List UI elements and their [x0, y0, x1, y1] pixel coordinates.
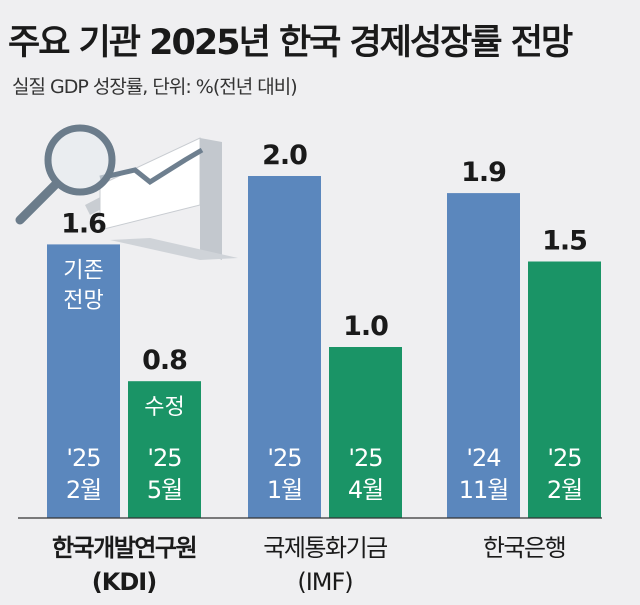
bar-date-month: 2월 — [66, 476, 101, 504]
bar-note: 수정 — [144, 395, 184, 420]
value-label: 1.5 — [542, 226, 587, 257]
magnifier-chart-illustration — [15, 124, 238, 260]
bar-date-year: '25 — [66, 444, 100, 472]
value-label: 0.8 — [142, 345, 187, 376]
bar-date-year: '25 — [267, 444, 301, 472]
bar-date-month: 1월 — [267, 476, 302, 504]
bar-original — [447, 193, 520, 518]
bar-note: 기존 — [63, 258, 103, 283]
group-label: 국제통화기금 — [263, 534, 387, 562]
bar-original — [248, 176, 321, 518]
group-label: 한국은행 — [483, 534, 565, 562]
bar-date-month: 11월 — [459, 476, 509, 504]
bar-date-year: '25 — [547, 444, 581, 472]
bar-date-year: '25 — [348, 444, 382, 472]
bar-date-month: 5월 — [147, 476, 182, 504]
value-label: 1.9 — [461, 157, 506, 188]
bar-revised — [329, 347, 402, 518]
chart-title: 주요 기관 2025년 한국 경제성장률 전망 — [8, 23, 573, 63]
bar-date-month: 2월 — [547, 476, 582, 504]
value-label: 1.0 — [343, 311, 388, 342]
group-label: 한국개발연구원 — [52, 534, 196, 562]
bar-note: 전망 — [63, 288, 103, 313]
value-label: 2.0 — [262, 140, 307, 171]
bar-date-month: 4월 — [348, 476, 383, 504]
value-label: 1.6 — [61, 208, 106, 239]
bar-original — [47, 244, 120, 518]
group-label-abbr: (IMF) — [297, 568, 352, 596]
chart-subtitle: 실질 GDP 성장률, 단위: %(전년 대비) — [12, 76, 298, 98]
group-label-abbr: (KDI) — [92, 568, 156, 596]
bar-revised — [528, 261, 601, 518]
bar-date-year: '25 — [147, 444, 181, 472]
bar-revised — [128, 381, 201, 518]
bar-date-year: '24 — [466, 444, 500, 472]
